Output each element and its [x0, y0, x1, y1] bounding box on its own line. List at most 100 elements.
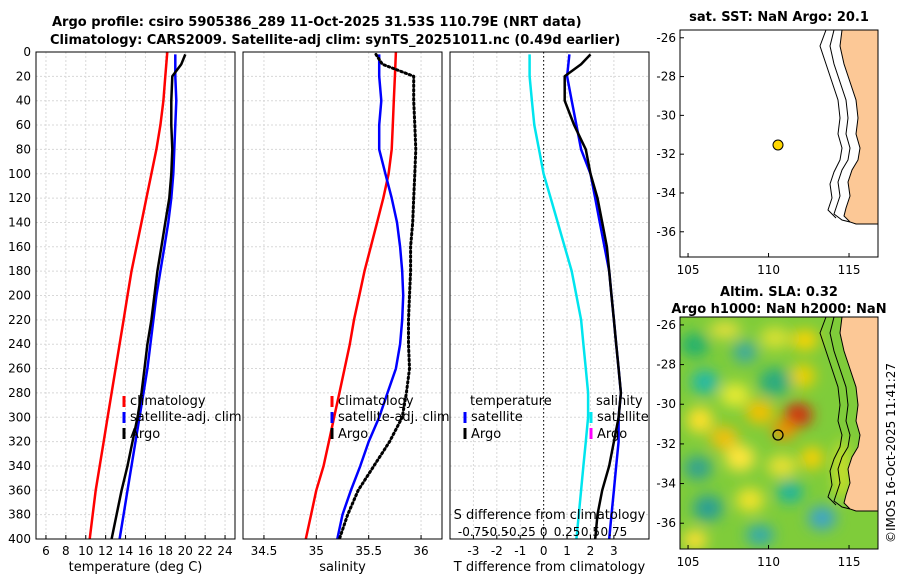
- difference-xlabel: T difference from climatology: [453, 560, 646, 575]
- argo-position-marker: [772, 139, 784, 151]
- y-tick-label: 280: [8, 386, 31, 400]
- argo-position-marker: [772, 429, 784, 441]
- x-tick-label: 110: [757, 263, 780, 277]
- temperature-xlabel: temperature (deg C): [69, 560, 203, 575]
- isobath-200m: [829, 317, 851, 510]
- land-mass: [839, 30, 878, 225]
- salinity-legend: climatology satellite-adj. clim Argo: [330, 394, 450, 442]
- x-tick-label: 2: [587, 544, 595, 558]
- x-tick-label-top: 0.75: [601, 525, 628, 539]
- y-tick-label: 180: [8, 264, 31, 278]
- x-tick-label: 18: [158, 544, 173, 558]
- x-tick-label: 110: [757, 555, 780, 569]
- legend-t-satellite-label: satellite: [471, 410, 523, 425]
- y-tick-label: -32: [656, 437, 676, 451]
- difference-series: [528, 53, 623, 540]
- y-tick-label: 200: [8, 289, 31, 303]
- isobath-200m: [829, 30, 851, 223]
- series-satellite-adj-clim: [336, 54, 405, 540]
- series-argo: [337, 52, 418, 541]
- legend-s-satellite-label: satellite: [597, 410, 649, 425]
- x-tick-label-top: 0.25: [554, 525, 581, 539]
- y-tick-label: 120: [8, 191, 31, 205]
- y-tick-label: -28: [656, 358, 676, 372]
- legend-s-argo-label: Argo: [597, 427, 627, 442]
- y-tick-label: 260: [8, 362, 31, 376]
- series-argo: [110, 53, 187, 540]
- temperature-legend: climatology satellite-adj. clim Argo: [122, 394, 242, 442]
- difference-panel: -3 -2 -1 0 1 2 3 -0.75-0.5-0.25 0 0.25 0.5 0.75 tem…: [449, 51, 650, 575]
- legend-temperature-heading: temperature: [470, 394, 552, 409]
- x-tick-label: 1: [563, 544, 571, 558]
- y-tick-label: -26: [656, 31, 676, 45]
- y-tick-label: -36: [656, 225, 676, 239]
- y-tick-label: 60: [16, 118, 31, 132]
- y-tick-label: -26: [656, 318, 676, 332]
- temperature-grid: [36, 51, 235, 540]
- x-tick-label: 34.5: [251, 544, 278, 558]
- x-tick-label: 105: [677, 263, 700, 277]
- legend-climatology-label: climatology: [338, 394, 414, 409]
- y-tick-label: 300: [8, 410, 31, 424]
- series-argo-t-diff: [563, 53, 623, 540]
- figure-title-line2: Climatology: CARS2009. Satellite-adj cli…: [50, 33, 621, 48]
- y-tick-label: 320: [8, 435, 31, 449]
- x-tick-label: 115: [838, 555, 861, 569]
- isobath-2000m: [819, 317, 843, 506]
- y-tick-label: -32: [656, 147, 676, 161]
- sla-map-title-line1: Altim. SLA: 0.32: [720, 285, 838, 300]
- difference-xlabel-top: S difference from climatology: [454, 508, 646, 523]
- x-tick-label: 22: [198, 544, 213, 558]
- y-tick-label: -28: [656, 70, 676, 84]
- x-tick-label: 3: [610, 544, 618, 558]
- series-satellite-s-diff: [528, 54, 590, 540]
- temperature-panel: 6 8 10 12 14 16 18 20 22 240204060801001201401601…: [8, 45, 242, 575]
- sst-map-title: sat. SST: NaN Argo: 20.1: [689, 10, 869, 25]
- y-tick-label: 380: [8, 508, 31, 522]
- x-tick-label: -3: [467, 544, 479, 558]
- y-tick-label: 100: [8, 167, 31, 181]
- sst-axes-box: [679, 29, 879, 258]
- x-tick-label-top: -0.5: [485, 525, 508, 539]
- legend-t-argo-label: Argo: [471, 427, 501, 442]
- temperature-series: [88, 51, 187, 540]
- legend-argo-label: Argo: [338, 427, 368, 442]
- figure-title-line1: Argo profile: csiro 5905386_289 11-Oct-2…: [52, 15, 582, 30]
- isobath-2000m: [819, 30, 843, 219]
- y-tick-label: 0: [23, 45, 31, 59]
- x-tick-label: -1: [514, 544, 526, 558]
- salinity-xlabel: salinity: [319, 560, 366, 575]
- y-tick-label: -34: [656, 186, 676, 200]
- y-tick-label: 400: [8, 532, 31, 546]
- y-tick-label: -34: [656, 477, 676, 491]
- x-tick-label: -2: [491, 544, 503, 558]
- x-tick-label: 35: [309, 544, 324, 558]
- x-tick-label: 14: [118, 544, 133, 558]
- sla-map-title-line2: Argo h1000: NaN h2000: NaN: [671, 302, 886, 317]
- y-tick-label: 20: [16, 69, 31, 83]
- difference-axes-box: [449, 51, 650, 540]
- y-tick-label: -30: [656, 108, 676, 122]
- legend-satellite-label: satellite-adj. clim: [338, 410, 450, 425]
- salinity-grid: [243, 51, 442, 540]
- sla-axes-box: [679, 316, 879, 550]
- y-tick-label: 80: [16, 142, 31, 156]
- x-tick-label: 0: [540, 544, 548, 558]
- sst-map-panel: 105 110 115 -26 -28 -30 -32 -34 -36 sat. SST: Na…: [656, 10, 879, 277]
- copyright-stamp: ©IMOS 16-Oct-2025 11:41:27: [884, 362, 898, 543]
- y-tick-label: -36: [656, 516, 676, 530]
- series-satellite-adj-clim: [118, 54, 178, 540]
- sst-ticks: 105 110 115 -26 -28 -30 -32 -34 -36: [656, 31, 860, 277]
- salinity-panel: 34.5 35 35.5 36 climatology satellite-adj. …: [242, 51, 450, 575]
- x-tick-label: 24: [217, 544, 232, 558]
- x-tick-label: 12: [98, 544, 113, 558]
- x-tick-label: 16: [138, 544, 153, 558]
- x-tick-label: 36: [413, 544, 428, 558]
- legend-satellite-label: satellite-adj. clim: [130, 410, 242, 425]
- x-tick-label: 115: [838, 263, 861, 277]
- x-tick-label-top: 0.5: [581, 525, 600, 539]
- land-mass: [839, 317, 878, 512]
- legend-climatology-label: climatology: [130, 394, 206, 409]
- x-tick-label: 10: [78, 544, 93, 558]
- sla-field: [681, 322, 850, 549]
